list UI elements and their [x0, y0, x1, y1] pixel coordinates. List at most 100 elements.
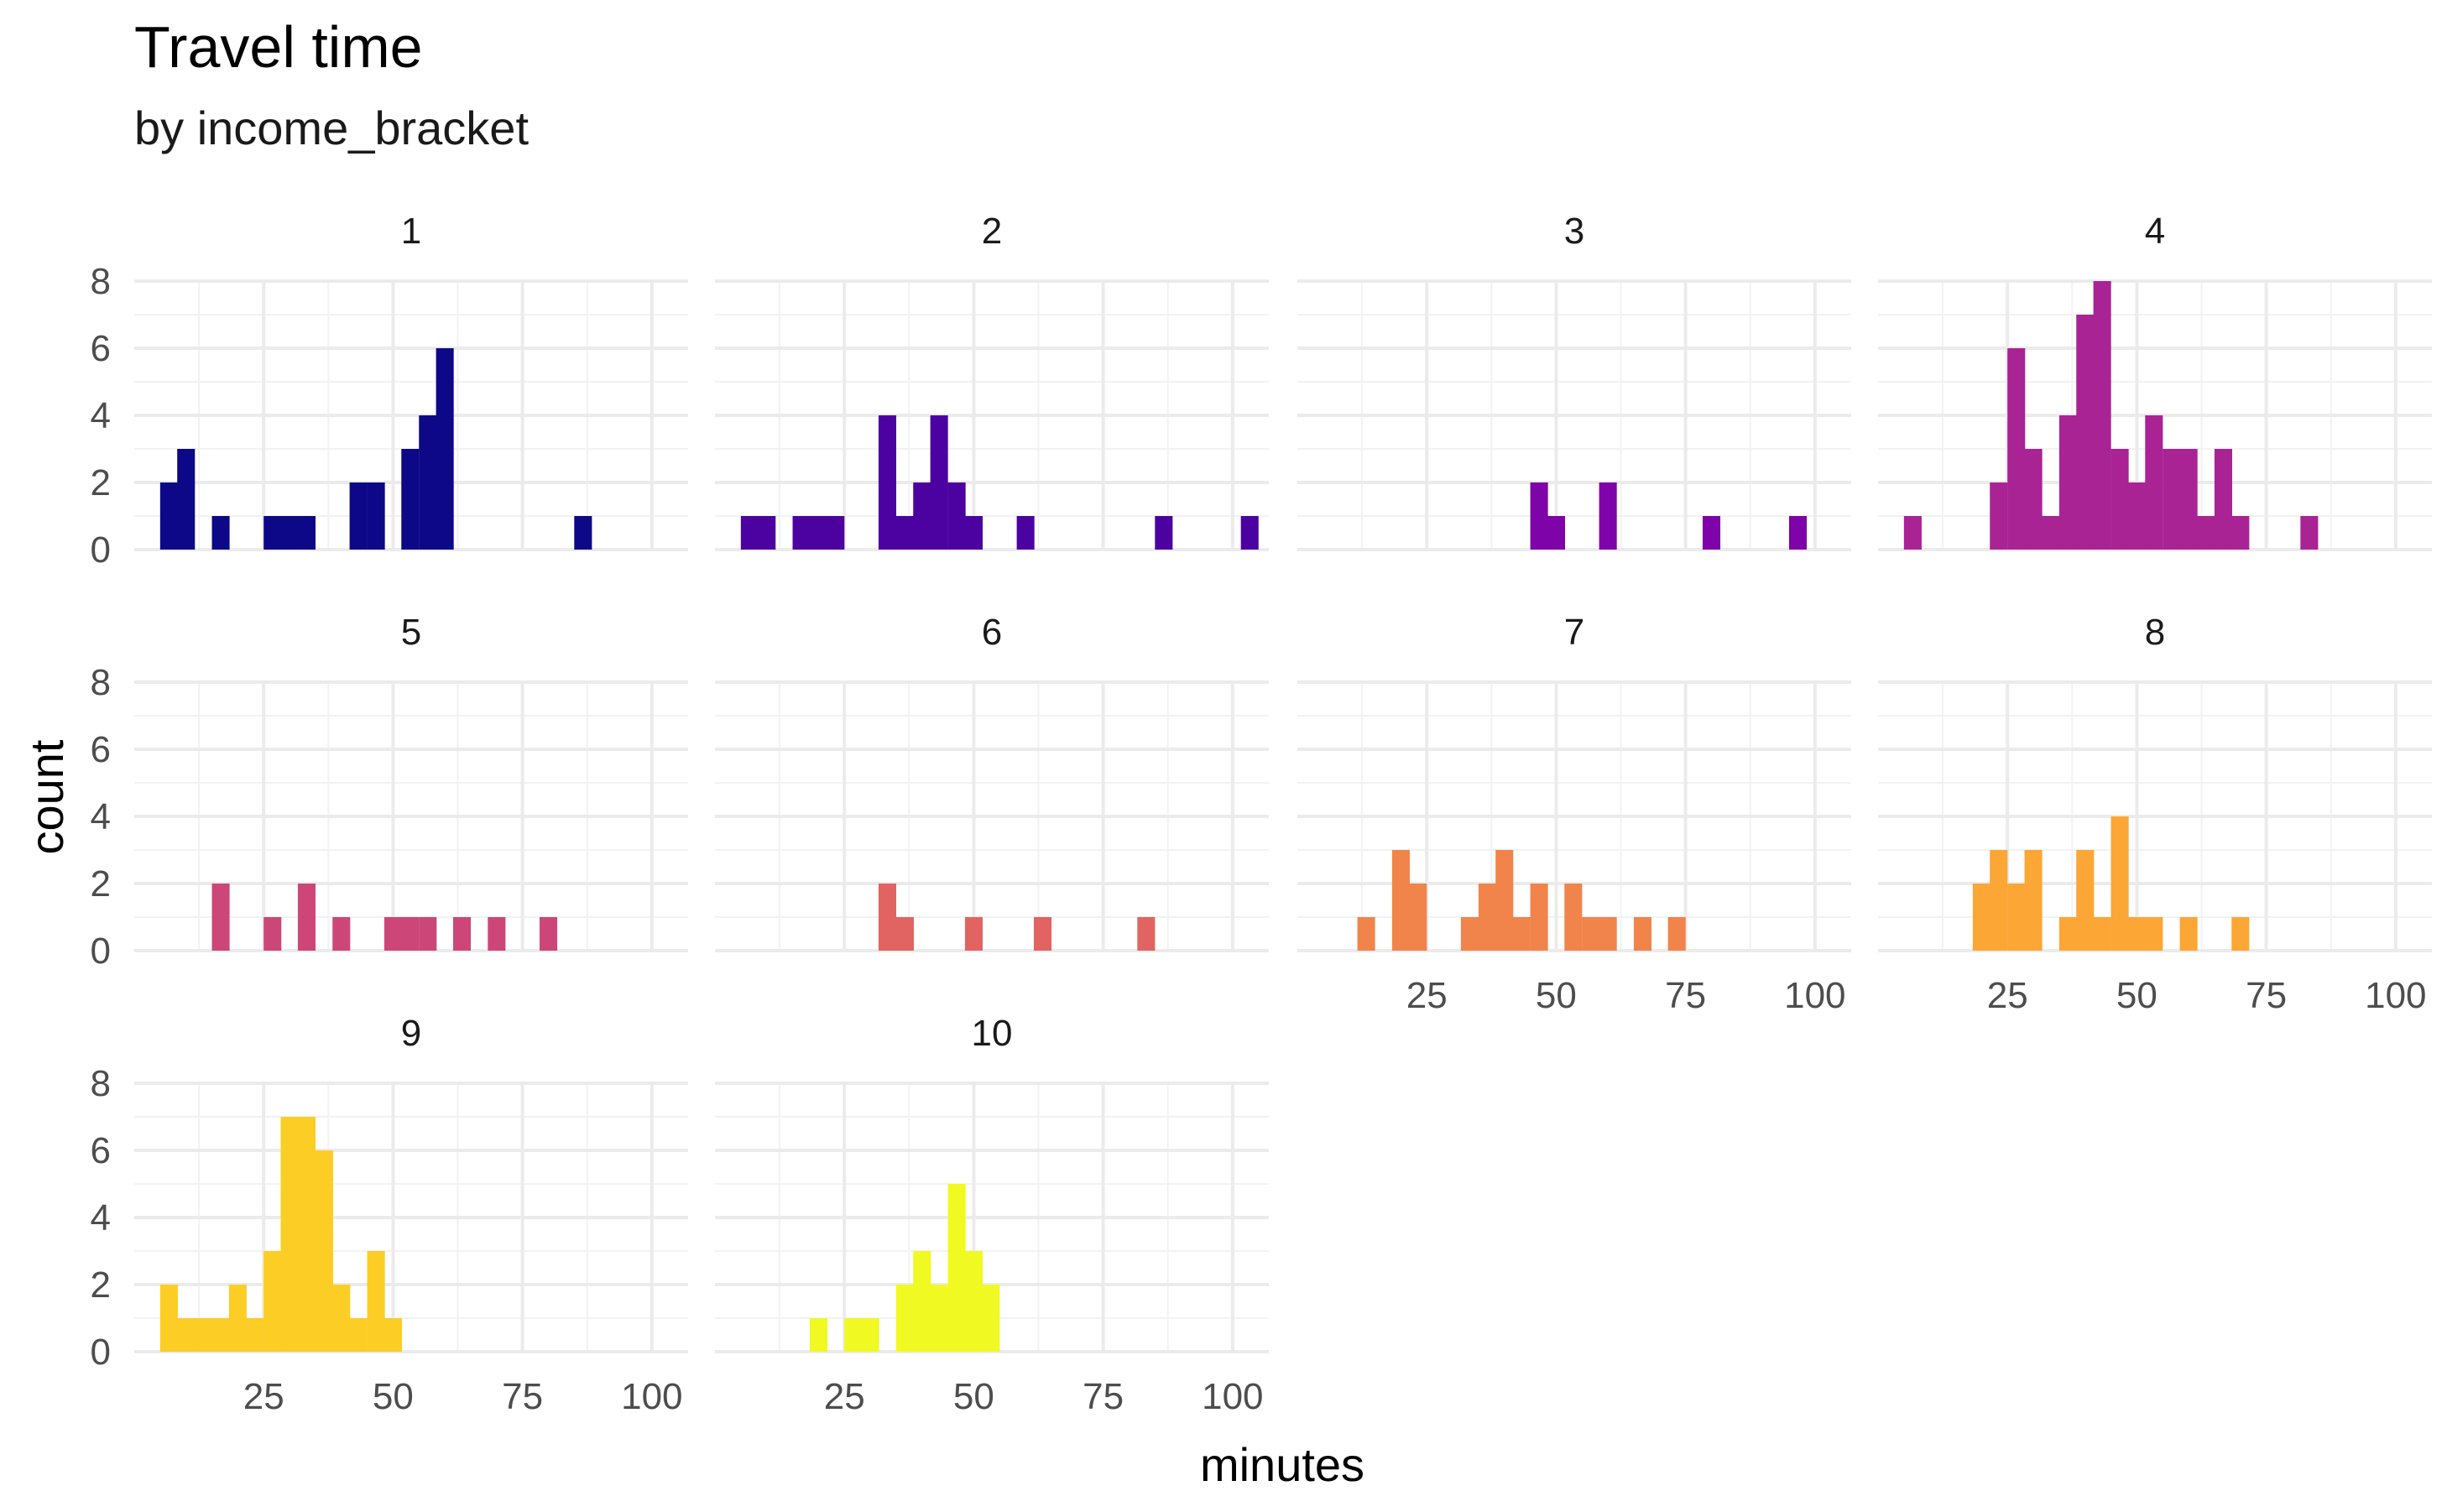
histogram-bar — [1990, 850, 2008, 951]
facet-strip-label: 9 — [401, 1013, 421, 1054]
histogram-bar — [263, 917, 282, 951]
histogram-bar — [2127, 482, 2147, 550]
facet-panel-7: 7 25 50 75 100 — [1297, 612, 1851, 1016]
facet-panel-3: 3 — [1297, 211, 1851, 551]
histogram-bar — [1409, 884, 1427, 951]
y-tick-label: 4 — [91, 796, 111, 837]
histogram-bar — [827, 516, 845, 550]
facet-strip-label: 6 — [982, 612, 1002, 653]
x-tick-label: 25 — [243, 1376, 284, 1417]
histogram-bar — [280, 516, 299, 550]
chart-subtitle: by income_bracket — [134, 102, 529, 154]
facet-strip-label: 1 — [401, 211, 421, 252]
histogram-bar — [2127, 917, 2147, 951]
histogram-bar — [297, 884, 316, 951]
y-tick-label: 0 — [91, 931, 111, 972]
histogram-bar — [964, 917, 983, 951]
histogram-bar — [211, 884, 230, 951]
histogram-bar — [159, 1285, 178, 1352]
histogram-bar — [2058, 917, 2077, 951]
histogram-bar — [1155, 516, 1173, 550]
histogram-bar — [2076, 850, 2095, 951]
histogram-bar — [1530, 884, 1548, 951]
histogram-bar — [1478, 884, 1496, 951]
histogram-bar — [1016, 516, 1035, 550]
x-tick-label: 25 — [824, 1376, 865, 1417]
facet-panel-2: 2 — [715, 211, 1269, 551]
histogram-bar — [1788, 516, 1808, 550]
chart-title: Travel time — [134, 14, 423, 80]
histogram-bar — [159, 482, 178, 550]
histogram-bar — [1391, 850, 1410, 951]
facet-strip-label: 10 — [972, 1013, 1013, 1054]
facet-panel-8: 8 25 50 75 100 — [1878, 612, 2432, 1016]
histogram-bar — [1903, 516, 1922, 550]
histogram-bar — [1547, 516, 1566, 550]
histogram-bar — [1137, 917, 1156, 951]
histogram-bar — [436, 348, 454, 550]
y-tick-label: 0 — [91, 1332, 111, 1373]
histogram-bar — [177, 449, 196, 550]
y-tick-label: 8 — [91, 261, 111, 302]
histogram-bar — [1633, 917, 1652, 951]
histogram-bar — [1599, 482, 1617, 550]
histogram-bar — [297, 1117, 316, 1352]
y-tick-label: 8 — [91, 662, 111, 703]
histogram-bar — [2110, 449, 2129, 550]
histogram-bar — [913, 1251, 931, 1352]
histogram-bar — [1582, 917, 1600, 951]
x-tick-label: 100 — [621, 1376, 682, 1417]
x-tick-label: 75 — [1083, 1376, 1124, 1417]
y-tick-label: 6 — [91, 1130, 111, 1171]
facet-panel-5: 5 0 2 4 6 8 — [91, 612, 688, 972]
histogram-bar — [349, 482, 368, 550]
histogram-bar — [1357, 917, 1375, 951]
histogram-bar — [539, 917, 558, 951]
x-tick-label: 50 — [953, 1376, 994, 1417]
facet-strip-label: 3 — [1564, 211, 1584, 252]
histogram-bar — [2214, 449, 2233, 550]
facet-panel-4: 4 — [1878, 211, 2432, 551]
histogram-bar — [2300, 516, 2319, 550]
histogram-bar — [2024, 449, 2043, 550]
histogram-bar — [947, 1184, 966, 1352]
histogram-bar — [246, 1318, 264, 1352]
histogram-bar — [332, 1285, 351, 1352]
histogram-bar — [194, 1318, 212, 1352]
histogram-bar — [1564, 884, 1583, 951]
histogram-bar — [809, 516, 827, 550]
histogram-bar — [263, 516, 282, 550]
histogram-bar — [878, 415, 896, 550]
facet-panel-10: 10 25 50 75 100 — [715, 1013, 1269, 1417]
x-tick-label: 100 — [2365, 975, 2426, 1016]
facet-panel-9: 9 0 2 4 6 8 25 50 75 100 — [91, 1013, 688, 1417]
histogram-bar — [280, 1117, 299, 1352]
histogram-bar — [1495, 850, 1514, 951]
histogram-bar — [878, 884, 896, 951]
histogram-bar — [488, 917, 506, 951]
histogram-bar — [2163, 449, 2181, 550]
y-tick-label: 8 — [91, 1063, 111, 1104]
histogram-bar — [211, 516, 230, 550]
x-tick-label: 50 — [373, 1376, 414, 1417]
histogram-bar — [332, 917, 351, 951]
facet-strip-label: 7 — [1564, 612, 1584, 653]
x-tick-label: 50 — [2116, 975, 2157, 1016]
facet-panel-1: 1 0 2 4 6 8 — [91, 211, 688, 571]
histogram-bar — [2179, 449, 2198, 550]
histogram-bar — [452, 917, 472, 951]
x-tick-label: 75 — [2246, 975, 2287, 1016]
histogram-bar — [1512, 917, 1531, 951]
histogram-bar — [1033, 917, 1052, 951]
x-tick-label: 75 — [502, 1376, 543, 1417]
histogram-bar — [2145, 917, 2163, 951]
x-axis-title: minutes — [1200, 1438, 1364, 1491]
histogram-bar — [383, 1318, 403, 1352]
facet-strip-label: 5 — [401, 612, 421, 653]
x-tick-label: 75 — [1665, 975, 1706, 1016]
histogram-bar — [367, 482, 385, 550]
histogram-bar — [263, 1251, 282, 1352]
histogram-bar — [758, 516, 776, 550]
y-tick-label: 2 — [91, 863, 111, 905]
